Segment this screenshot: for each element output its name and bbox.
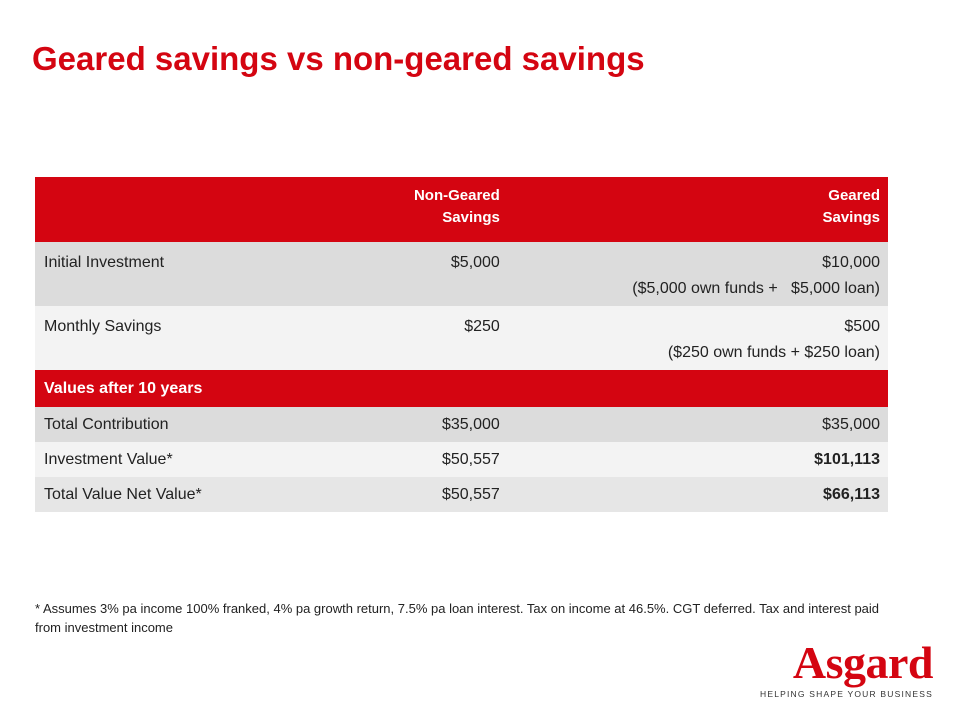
- row-non-geared-value: $5,000: [450, 254, 500, 271]
- row-geared-value: $10,000 ($5,000 own funds + $5,000 loan): [508, 242, 888, 306]
- row-geared-value-detail: ($5,000 own funds + $5,000 loan): [632, 280, 880, 297]
- row-non-geared-value: $35,000: [441, 415, 500, 433]
- header-geared-line1: Geared: [828, 187, 880, 204]
- row-label: Monthly Savings: [44, 318, 162, 335]
- row-geared-value-main: $10,000: [822, 254, 880, 271]
- row-non-geared-value: $50,557: [441, 485, 500, 503]
- table-row: Initial Investment $5,000 $10,000 ($5,00…: [35, 242, 888, 306]
- footnote: * Assumes 3% pa income 100% franked, 4% …: [35, 601, 880, 635]
- table-row: Investment Value* $50,557 $101,113: [35, 442, 888, 477]
- row-label: Investment Value*: [44, 450, 173, 468]
- row-geared-value-main: $500: [844, 318, 880, 335]
- row-geared-value: $35,000: [822, 415, 880, 433]
- header-geared: Geared Savings: [508, 177, 888, 242]
- section-label: Values after 10 years: [44, 379, 203, 397]
- header-geared-line2: Savings: [822, 209, 880, 226]
- row-non-geared-value: $50,557: [441, 450, 500, 468]
- asgard-logo: Asgard HELPING SHAPE YOUR BUSINESS: [760, 637, 937, 702]
- row-label: Total Contribution: [44, 415, 169, 433]
- header-cell-empty: [35, 177, 240, 242]
- section-header-row: Values after 10 years: [35, 370, 888, 407]
- table-row: Monthly Savings $250 $500 ($250 own fund…: [35, 306, 888, 370]
- comparison-table: Non-Geared Savings Geared Savings Initia…: [35, 177, 888, 512]
- header-non-geared-line2: Savings: [442, 209, 500, 226]
- row-label: Initial Investment: [44, 254, 165, 271]
- row-geared-value: $500 ($250 own funds + $250 loan): [508, 306, 888, 370]
- row-geared-value: $66,113: [823, 485, 880, 503]
- row-geared-value-detail: ($250 own funds + $250 loan): [667, 344, 880, 361]
- row-label: Total Value Net Value*: [44, 485, 202, 503]
- table-header-row: Non-Geared Savings Geared Savings: [35, 177, 888, 242]
- row-non-geared-value: $250: [464, 318, 500, 335]
- header-non-geared: Non-Geared Savings: [240, 177, 508, 242]
- table-row: Total Value Net Value* $50,557 $66,113: [35, 477, 888, 512]
- row-geared-value: $101,113: [814, 450, 880, 468]
- table-row: Total Contribution $35,000 $35,000: [35, 407, 888, 442]
- page-title: Geared savings vs non-geared savings: [32, 40, 645, 77]
- header-non-geared-line1: Non-Geared: [413, 187, 500, 204]
- logo-tagline: HELPING SHAPE YOUR BUSINESS: [759, 689, 933, 699]
- logo-wordmark: Asgard: [792, 637, 934, 688]
